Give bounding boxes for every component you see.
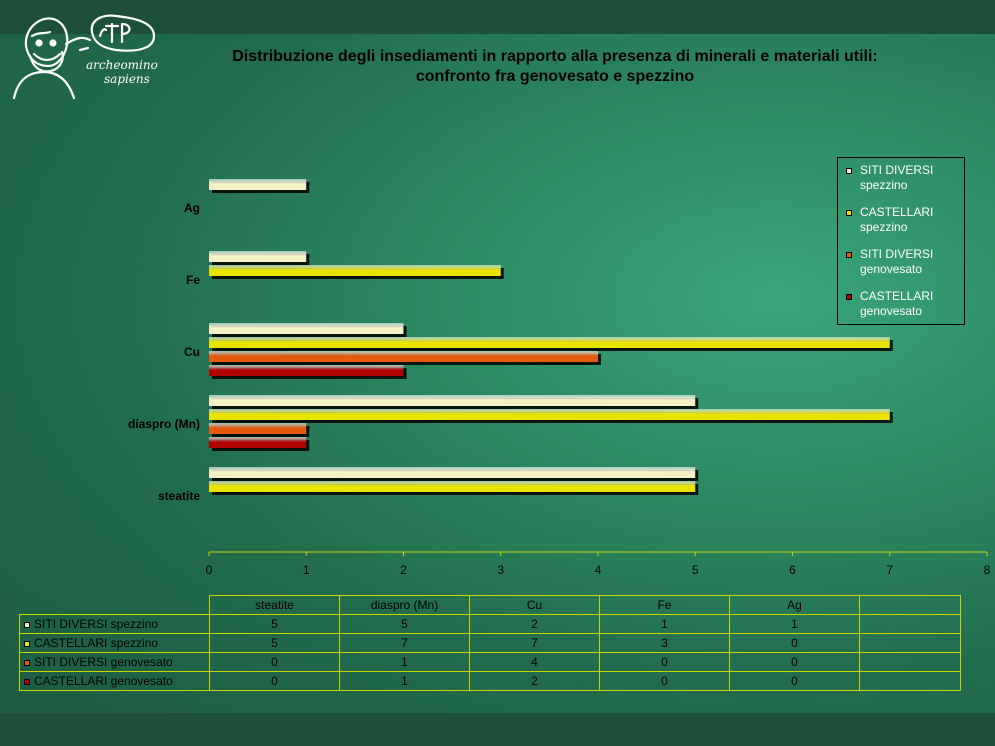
y-category-label: steatite bbox=[158, 489, 200, 503]
table-header-cell: Cu bbox=[469, 595, 600, 615]
bar bbox=[209, 395, 696, 406]
legend-swatch bbox=[846, 252, 852, 258]
table-row-swatch bbox=[24, 640, 30, 647]
table-cell: 4 bbox=[469, 652, 600, 672]
legend-label: SITI DIVERSI genovesato bbox=[860, 247, 934, 276]
bar bbox=[209, 423, 307, 434]
legend-item: CASTELLARI genovesato bbox=[846, 289, 934, 319]
legend-swatch bbox=[846, 294, 852, 300]
chart-legend: SITI DIVERSI spezzino CASTELLARI spezzino… bbox=[837, 157, 965, 325]
table-cell: 5 bbox=[209, 614, 340, 634]
table-row-header: CASTELLARI genovesato bbox=[19, 671, 210, 691]
x-tick-label: 7 bbox=[886, 563, 893, 577]
x-tick-label: 3 bbox=[497, 563, 504, 577]
y-category-label: Cu bbox=[184, 345, 200, 359]
bar bbox=[209, 251, 307, 262]
table-cell: 3 bbox=[599, 633, 730, 653]
top-band bbox=[0, 0, 995, 34]
y-category-label: diaspro (Mn) bbox=[128, 417, 200, 431]
table-row-header: SITI DIVERSI spezzino bbox=[19, 614, 210, 634]
table-row: SITI DIVERSI spezzino 5 5 2 1 1 bbox=[19, 614, 961, 634]
table-row: CASTELLARI spezzino 5 7 7 3 0 bbox=[19, 633, 961, 653]
table-row-label: CASTELLARI genovesato bbox=[34, 674, 173, 688]
table-header-cell: diaspro (Mn) bbox=[339, 595, 470, 615]
bar bbox=[209, 323, 404, 334]
table-row-label: SITI DIVERSI genovesato bbox=[34, 655, 173, 669]
table-cell: 2 bbox=[469, 614, 600, 634]
table-cell: 0 bbox=[599, 652, 730, 672]
chart-title-line-1: Distribuzione degli insediamenti in rapp… bbox=[232, 48, 878, 65]
table-cell: 0 bbox=[729, 652, 860, 672]
table-row: CASTELLARI genovesato 0 1 2 0 0 bbox=[19, 671, 961, 691]
bar bbox=[209, 351, 598, 362]
table-empty-cell bbox=[859, 614, 961, 634]
x-tick-label: 2 bbox=[400, 563, 407, 577]
legend-item: SITI DIVERSI spezzino bbox=[846, 163, 934, 193]
bar bbox=[209, 265, 501, 276]
bar bbox=[209, 481, 696, 492]
table-header-cell: Fe bbox=[599, 595, 730, 615]
x-tick-label: 8 bbox=[984, 563, 991, 577]
legend-label: CASTELLARI spezzino bbox=[860, 205, 934, 234]
table-cell: 0 bbox=[729, 633, 860, 653]
table-cell: 0 bbox=[729, 671, 860, 691]
table-cell: 1 bbox=[599, 614, 730, 634]
bar bbox=[209, 409, 890, 420]
table-empty-cell bbox=[859, 633, 961, 653]
table-cell: 7 bbox=[469, 633, 600, 653]
x-tick-label: 1 bbox=[303, 563, 310, 577]
table-row-header: CASTELLARI spezzino bbox=[19, 633, 210, 653]
bar bbox=[209, 467, 696, 478]
x-tick-label: 4 bbox=[595, 563, 602, 577]
table-cell: 0 bbox=[209, 671, 340, 691]
y-category-label: Fe bbox=[186, 273, 200, 287]
logo-drawing-icon bbox=[12, 14, 156, 100]
table-cell: 1 bbox=[339, 671, 470, 691]
logo-text-1: archeomino bbox=[86, 58, 158, 72]
table-row-swatch bbox=[24, 621, 30, 628]
bar bbox=[209, 365, 404, 376]
bar bbox=[209, 337, 890, 348]
legend-swatch bbox=[846, 210, 852, 216]
y-category-label: Ag bbox=[184, 201, 200, 215]
table-cell: 1 bbox=[339, 652, 470, 672]
legend-item: CASTELLARI spezzino bbox=[846, 205, 934, 235]
legend-item: SITI DIVERSI genovesato bbox=[846, 247, 934, 277]
archeomino-logo: archeomino sapiens bbox=[4, 6, 164, 102]
table-row-swatch bbox=[24, 678, 30, 685]
table-cell: 5 bbox=[339, 614, 470, 634]
table-cell: 0 bbox=[209, 652, 340, 672]
table-row-label: SITI DIVERSI spezzino bbox=[34, 617, 159, 631]
table-cell: 2 bbox=[469, 671, 600, 691]
bottom-band bbox=[0, 713, 995, 746]
table-header-row: steatite diaspro (Mn) Cu Fe Ag bbox=[19, 595, 961, 615]
bar bbox=[209, 179, 307, 190]
table-cell: 5 bbox=[209, 633, 340, 653]
table-cell: 7 bbox=[339, 633, 470, 653]
x-tick-label: 6 bbox=[789, 563, 796, 577]
table-header-cell: steatite bbox=[209, 595, 340, 615]
x-tick-label: 0 bbox=[206, 563, 213, 577]
table-header-cell: Ag bbox=[729, 595, 860, 615]
table-empty-cell bbox=[859, 671, 961, 691]
table-empty-cell bbox=[859, 652, 961, 672]
table-empty-cell bbox=[859, 595, 961, 615]
legend-label: CASTELLARI genovesato bbox=[860, 289, 934, 318]
chart-title: Distribuzione degli insediamenti in rapp… bbox=[170, 47, 940, 87]
legend-label: SITI DIVERSI spezzino bbox=[860, 163, 934, 192]
x-tick-label: 5 bbox=[692, 563, 699, 577]
table-corner-cell bbox=[19, 595, 210, 615]
table-cell: 1 bbox=[729, 614, 860, 634]
legend-swatch bbox=[846, 168, 852, 174]
table-row-swatch bbox=[24, 659, 30, 666]
bar bbox=[209, 437, 307, 448]
chart-title-line-2: confronto fra genovesato e spezzino bbox=[415, 68, 695, 85]
table-row-header: SITI DIVERSI genovesato bbox=[19, 652, 210, 672]
table-row-label: CASTELLARI spezzino bbox=[34, 636, 159, 650]
chart-data-table: steatite diaspro (Mn) Cu Fe Ag SITI DIVERSI s… bbox=[19, 595, 961, 691]
table-row: SITI DIVERSI genovesato 0 1 4 0 0 bbox=[19, 652, 961, 672]
logo-text-2: sapiens bbox=[104, 72, 150, 86]
table-cell: 0 bbox=[599, 671, 730, 691]
